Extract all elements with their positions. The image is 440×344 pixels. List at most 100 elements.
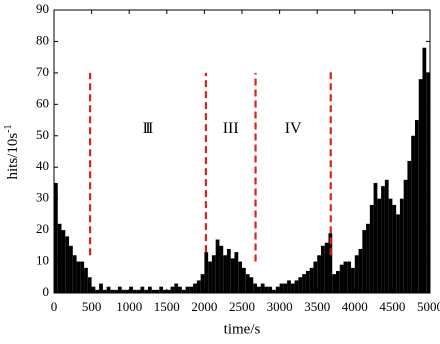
- bar: [407, 160, 412, 293]
- bar: [332, 274, 336, 293]
- bar: [317, 255, 321, 293]
- bar: [234, 252, 239, 293]
- bar: [72, 255, 77, 293]
- x-tick-label: 1000: [116, 299, 142, 314]
- bar: [328, 233, 333, 293]
- bar: [140, 286, 145, 293]
- bar: [339, 264, 344, 293]
- region-label: II: [143, 120, 154, 137]
- bar: [69, 245, 73, 293]
- bar: [76, 261, 81, 293]
- bar: [163, 289, 167, 293]
- bar: [215, 239, 220, 293]
- bar: [136, 289, 141, 293]
- bar: [290, 283, 295, 293]
- bar: [80, 261, 85, 293]
- bar: [324, 242, 329, 293]
- x-tick-label: 4500: [379, 299, 405, 314]
- bar: [287, 280, 291, 293]
- bar: [399, 198, 404, 293]
- y-tick-label: 30: [36, 190, 49, 205]
- bar: [144, 289, 148, 293]
- bar: [178, 286, 182, 293]
- bar: [313, 261, 318, 293]
- bar: [403, 179, 408, 293]
- bar: [320, 245, 325, 293]
- bar: [272, 289, 276, 293]
- bar: [381, 186, 385, 293]
- bar: [189, 286, 194, 293]
- bar: [54, 182, 58, 293]
- x-tick-label: 4000: [342, 299, 368, 314]
- bar: [422, 47, 427, 293]
- y-axis-label-text: hits/10s: [5, 133, 21, 180]
- bar: [414, 120, 419, 293]
- y-tick-label: 40: [36, 158, 49, 173]
- region-label: I: [145, 120, 150, 137]
- bar: [95, 289, 100, 293]
- bar: [343, 261, 348, 293]
- region-label: IV: [285, 120, 302, 137]
- bar: [309, 267, 314, 293]
- bar: [114, 289, 118, 293]
- bar: [102, 289, 107, 293]
- y-tick-label: 50: [36, 127, 49, 142]
- bar: [181, 289, 186, 293]
- bar: [193, 283, 197, 293]
- x-tick-label: 5000: [417, 299, 440, 314]
- bar: [132, 289, 137, 293]
- bar: [426, 72, 430, 293]
- bar: [283, 283, 288, 293]
- bar: [242, 267, 246, 293]
- bar: [238, 261, 242, 293]
- bar: [226, 248, 231, 293]
- bar: [110, 289, 115, 293]
- bar: [336, 270, 340, 293]
- bar: [249, 277, 254, 293]
- x-tick-label: 3000: [267, 299, 293, 314]
- bar: [279, 283, 284, 293]
- bar: [121, 289, 126, 293]
- bar: [87, 277, 92, 293]
- bar: [396, 214, 400, 293]
- bar: [369, 204, 374, 293]
- bar: [411, 135, 415, 293]
- x-axis-label: time/s: [224, 321, 261, 337]
- bar: [166, 289, 171, 293]
- bar: [245, 274, 250, 293]
- y-axis-label-sup: -1: [3, 124, 14, 132]
- bar: [253, 283, 258, 293]
- bar: [268, 286, 273, 293]
- bar: [196, 280, 201, 293]
- bar: [230, 258, 235, 293]
- bar: [358, 248, 363, 293]
- bar: [204, 252, 209, 293]
- bar: [208, 261, 212, 293]
- bar: [84, 267, 88, 293]
- bar: [298, 277, 303, 293]
- bar: [257, 286, 261, 293]
- bar: [418, 79, 423, 293]
- bar: [125, 289, 130, 293]
- region-label: III: [223, 120, 239, 137]
- x-tick-label: 3500: [304, 299, 330, 314]
- bar: [377, 198, 382, 293]
- bar: [185, 286, 190, 293]
- bar: [159, 286, 164, 293]
- bar: [384, 179, 389, 293]
- bar: [294, 280, 299, 293]
- x-tick-label: 0: [51, 299, 58, 314]
- bar: [392, 204, 397, 293]
- bar: [347, 261, 352, 293]
- x-tick-label: 2500: [229, 299, 255, 314]
- bar: [65, 236, 70, 293]
- bar: [264, 286, 269, 293]
- bar: [170, 286, 175, 293]
- y-tick-label: 70: [36, 64, 49, 79]
- y-tick-label: 20: [36, 221, 49, 236]
- bar: [351, 267, 355, 293]
- bar: [174, 283, 179, 293]
- x-tick-label: 500: [82, 299, 102, 314]
- bar: [305, 270, 310, 293]
